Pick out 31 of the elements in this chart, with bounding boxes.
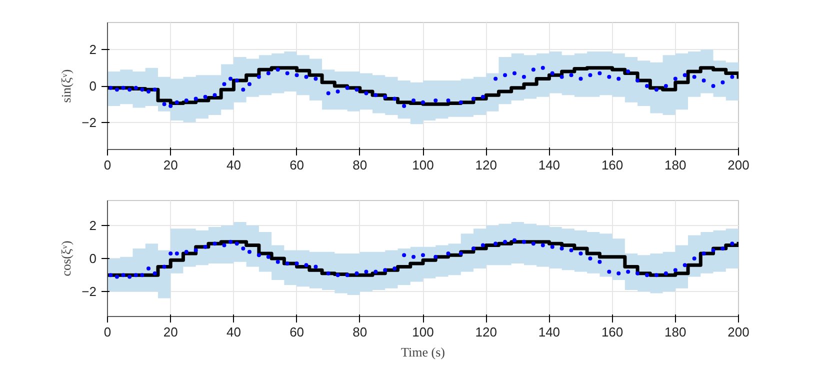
x-tick-label: 120 <box>475 158 497 172</box>
x-tick-label: 20 <box>163 324 178 340</box>
x-tick-label: 200 <box>728 324 750 340</box>
x-tick-label: 120 <box>475 324 497 340</box>
x-axis-title: Time (s) <box>401 344 445 360</box>
y-tick-label: 2 <box>89 42 97 58</box>
x-tick-label: 160 <box>601 324 624 340</box>
x-tick-label: 160 <box>601 158 624 172</box>
x-tick-label: 40 <box>226 158 241 172</box>
y-tick-label: −2 <box>82 284 97 300</box>
y-tick-label: 0 <box>89 251 97 266</box>
x-tick-label: 0 <box>104 158 112 172</box>
x-tick-label: 60 <box>290 324 304 340</box>
x-tick-label: 80 <box>352 324 368 340</box>
y-tick-label: 0 <box>89 78 97 94</box>
x-tick-label: 140 <box>538 324 560 340</box>
y-axis-title: cos(ξᵛ) <box>58 240 74 276</box>
x-tick-label: 80 <box>352 158 368 172</box>
x-tick-label: 40 <box>226 324 241 340</box>
x-tick-label: 180 <box>664 158 686 172</box>
x-tick-label: 60 <box>290 158 304 172</box>
x-tick-label: 20 <box>163 158 178 172</box>
y-tick-label: −2 <box>82 114 97 130</box>
x-tick-label: 180 <box>664 324 686 340</box>
x-tick-label: 100 <box>412 324 434 340</box>
x-tick-label: 200 <box>728 158 750 172</box>
x-tick-label: 140 <box>538 158 560 172</box>
y-axis-title: sin(ξᵛ) <box>58 69 74 103</box>
x-tick-label: 100 <box>412 158 434 172</box>
x-tick-label: 0 <box>104 324 112 340</box>
y-tick-label: 2 <box>89 218 97 233</box>
